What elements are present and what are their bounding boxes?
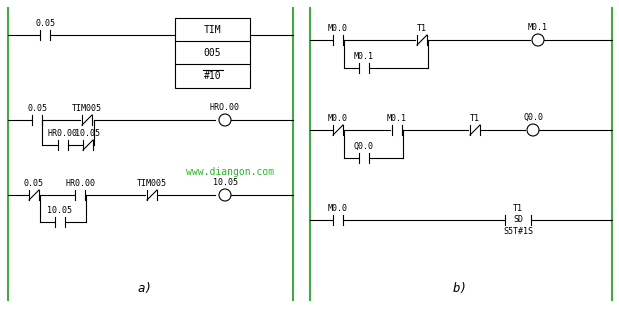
Text: TIM005: TIM005 [72, 104, 102, 113]
Text: Q0.0: Q0.0 [354, 142, 374, 151]
Text: HRO.00: HRO.00 [210, 103, 240, 112]
Text: 0.05: 0.05 [24, 179, 44, 188]
Text: TIM005: TIM005 [137, 179, 167, 188]
Text: 0.05: 0.05 [35, 19, 55, 28]
Bar [175, 18, 250, 88]
Text: www.diangon.com: www.diangon.com [186, 167, 274, 177]
Text: 005: 005 [204, 48, 222, 58]
Text: T1: T1 [417, 24, 427, 33]
Text: T1: T1 [470, 114, 480, 123]
Text: M0.1: M0.1 [528, 23, 548, 32]
Text: M0.0: M0.0 [328, 114, 348, 123]
Text: 0.05: 0.05 [27, 104, 47, 113]
Text: S5T#1S: S5T#1S [503, 227, 533, 236]
Text: Q0.0: Q0.0 [523, 113, 543, 122]
Text: a): a) [137, 282, 152, 295]
Text: TIM: TIM [204, 25, 222, 35]
Text: HR0.00: HR0.00 [65, 179, 95, 188]
Text: #10: #10 [204, 71, 222, 81]
Text: HR0.00: HR0.00 [48, 129, 78, 138]
Text: M0.1: M0.1 [387, 114, 407, 123]
Text: T1: T1 [513, 204, 523, 213]
Text: 10.05: 10.05 [48, 206, 72, 215]
Text: M0.0: M0.0 [328, 204, 348, 213]
Text: M0.0: M0.0 [328, 24, 348, 33]
Text: 10.05: 10.05 [212, 178, 238, 187]
Text: 10.05: 10.05 [76, 129, 100, 138]
Text: SD: SD [513, 216, 523, 224]
Text: M0.1: M0.1 [354, 52, 374, 61]
Text: b): b) [452, 282, 467, 295]
